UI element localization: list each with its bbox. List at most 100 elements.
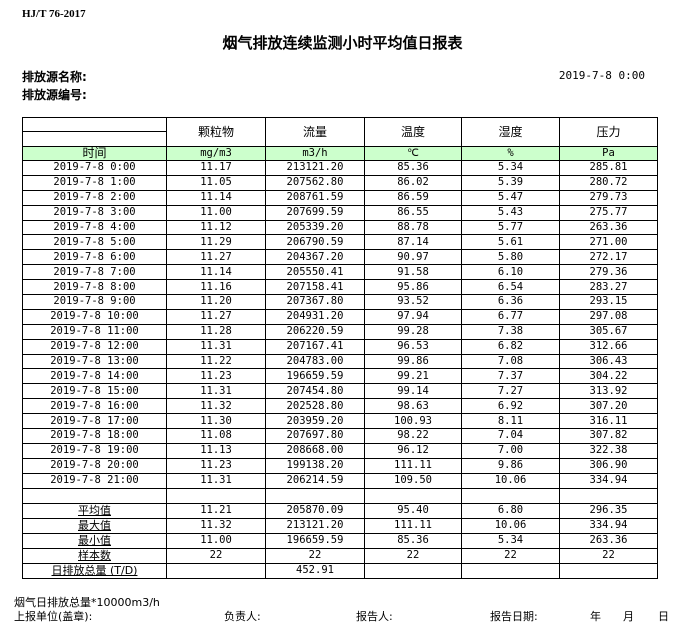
column-header: 流量 bbox=[265, 117, 365, 147]
time-cell: 2019-7-8 18:00 bbox=[22, 428, 167, 444]
summary-label bbox=[22, 487, 167, 504]
value-cell: 96.12 bbox=[364, 442, 462, 459]
value-cell: 7.38 bbox=[461, 323, 560, 340]
value-cell: 98.22 bbox=[364, 428, 462, 444]
time-cell: 2019-7-8 0:00 bbox=[22, 160, 167, 176]
time-cell: 2019-7-8 13:00 bbox=[22, 353, 167, 370]
value-cell: 10.06 bbox=[461, 472, 560, 489]
value-cell: 307.20 bbox=[559, 398, 658, 415]
value-cell: 11.28 bbox=[166, 323, 266, 340]
source-id-label: 排放源编号: bbox=[22, 88, 87, 102]
time-cell: 2019-7-8 8:00 bbox=[22, 279, 167, 296]
value-cell: 196659.59 bbox=[265, 532, 365, 549]
value-cell: 275.77 bbox=[559, 204, 658, 221]
value-cell: 207454.80 bbox=[265, 383, 365, 400]
time-cell: 2019-7-8 3:00 bbox=[22, 204, 167, 221]
time-cell: 2019-7-8 9:00 bbox=[22, 294, 167, 310]
table-row: 2019-7-8 7:00 11.14 205550.41 91.58 6.10 279.… bbox=[22, 264, 658, 281]
value-cell: 334.94 bbox=[559, 517, 658, 534]
table-row: 2019-7-8 11:00 11.28 206220.59 99.28 7.38 305… bbox=[22, 323, 658, 340]
table-row: 2019-7-8 12:00 11.31 207167.41 96.53 6.82 312… bbox=[22, 338, 658, 355]
table-row: 2019-7-8 17:00 11.30 203959.20 100.93 8.11 31… bbox=[22, 413, 658, 430]
value-cell: 111.11 bbox=[364, 457, 462, 474]
value-cell: 316.11 bbox=[559, 413, 658, 430]
value-cell: 6.77 bbox=[461, 308, 560, 325]
value-cell: 22 bbox=[559, 547, 658, 564]
value-cell: 11.14 bbox=[166, 264, 266, 281]
value-cell: 99.14 bbox=[364, 383, 462, 400]
value-cell: 11.00 bbox=[166, 532, 266, 549]
value-cell: 96.53 bbox=[364, 338, 462, 355]
value-cell: 11.08 bbox=[166, 428, 266, 444]
value-cell: 11.23 bbox=[166, 368, 266, 385]
value-cell: 11.29 bbox=[166, 234, 266, 251]
summary-label: 最大值 bbox=[22, 517, 167, 534]
value-cell: 100.93 bbox=[364, 413, 462, 430]
value-cell: 5.47 bbox=[461, 189, 560, 206]
value-cell: 196659.59 bbox=[265, 368, 365, 385]
value-cell: 206220.59 bbox=[265, 323, 365, 340]
value-cell: 11.27 bbox=[166, 249, 266, 266]
footer-note: 烟气日排放总量*10000m3/h bbox=[14, 596, 160, 609]
value-cell: 452.91 bbox=[265, 562, 365, 579]
value-cell: 87.14 bbox=[364, 234, 462, 251]
value-cell: 199138.20 bbox=[265, 457, 365, 474]
unit-cell: mg/m3 bbox=[166, 146, 266, 161]
month-label: 月 bbox=[623, 610, 634, 623]
value-cell: 85.36 bbox=[364, 532, 462, 549]
value-cell: 11.17 bbox=[166, 160, 266, 176]
value-cell: 11.32 bbox=[166, 517, 266, 534]
value-cell: 313.92 bbox=[559, 383, 658, 400]
value-cell: 11.16 bbox=[166, 279, 266, 296]
value-cell: 293.15 bbox=[559, 294, 658, 310]
time-cell: 2019-7-8 19:00 bbox=[22, 442, 167, 459]
value-cell: 11.12 bbox=[166, 219, 266, 236]
value-cell: 208668.00 bbox=[265, 442, 365, 459]
value-cell: 11.32 bbox=[166, 398, 266, 415]
value-cell: 6.80 bbox=[461, 502, 560, 519]
value-cell: 207697.80 bbox=[265, 428, 365, 444]
value-cell: 5.34 bbox=[461, 160, 560, 176]
summary-row: 日排放总量 (T/D) 452.91 bbox=[22, 562, 658, 579]
table-row: 2019-7-8 0:00 11.17 213121.20 85.36 5.34 285.… bbox=[22, 160, 658, 176]
value-cell: 11.05 bbox=[166, 174, 266, 191]
year-label: 年 bbox=[590, 610, 601, 623]
table-row: 2019-7-8 1:00 11.05 207562.80 86.02 5.39 280.… bbox=[22, 174, 658, 191]
table-row: 2019-7-8 2:00 11.14 208761.59 86.59 5.47 279.… bbox=[22, 189, 658, 206]
value-cell: 205870.09 bbox=[265, 502, 365, 519]
value-cell: 204367.20 bbox=[265, 249, 365, 266]
column-header-row: 颗粒物 流量 温度 湿度 压力 bbox=[22, 117, 658, 147]
value-cell bbox=[166, 487, 266, 504]
value-cell: 334.94 bbox=[559, 472, 658, 489]
value-cell: 22 bbox=[461, 547, 560, 564]
value-cell: 263.36 bbox=[559, 532, 658, 549]
header-corner-cell bbox=[22, 117, 167, 147]
value-cell bbox=[364, 562, 462, 579]
value-cell: 307.82 bbox=[559, 428, 658, 444]
value-cell: 203959.20 bbox=[265, 413, 365, 430]
reporter-label: 报告人: bbox=[356, 610, 393, 623]
table-row: 2019-7-8 16:00 11.32 202528.80 98.63 6.92 307… bbox=[22, 398, 658, 415]
summary-row: 最小值 11.00 196659.59 85.36 5.34 263.36 bbox=[22, 532, 658, 549]
time-cell: 2019-7-8 14:00 bbox=[22, 368, 167, 385]
unit-cell: % bbox=[461, 146, 560, 161]
value-cell: 7.27 bbox=[461, 383, 560, 400]
value-cell: 6.54 bbox=[461, 279, 560, 296]
value-cell: 5.39 bbox=[461, 174, 560, 191]
value-cell: 10.06 bbox=[461, 517, 560, 534]
value-cell: 11.30 bbox=[166, 413, 266, 430]
time-cell: 2019-7-8 1:00 bbox=[22, 174, 167, 191]
value-cell: 7.08 bbox=[461, 353, 560, 370]
value-cell: 306.90 bbox=[559, 457, 658, 474]
value-cell: 22 bbox=[166, 547, 266, 564]
value-cell bbox=[364, 487, 462, 504]
value-cell: 11.14 bbox=[166, 189, 266, 206]
value-cell: 6.82 bbox=[461, 338, 560, 355]
standard-code: HJ/T 76-2017 bbox=[22, 8, 86, 20]
value-cell: 88.78 bbox=[364, 219, 462, 236]
value-cell: 11.13 bbox=[166, 442, 266, 459]
value-cell: 279.36 bbox=[559, 264, 658, 281]
value-cell: 86.02 bbox=[364, 174, 462, 191]
value-cell: 5.43 bbox=[461, 204, 560, 221]
value-cell: 296.35 bbox=[559, 502, 658, 519]
